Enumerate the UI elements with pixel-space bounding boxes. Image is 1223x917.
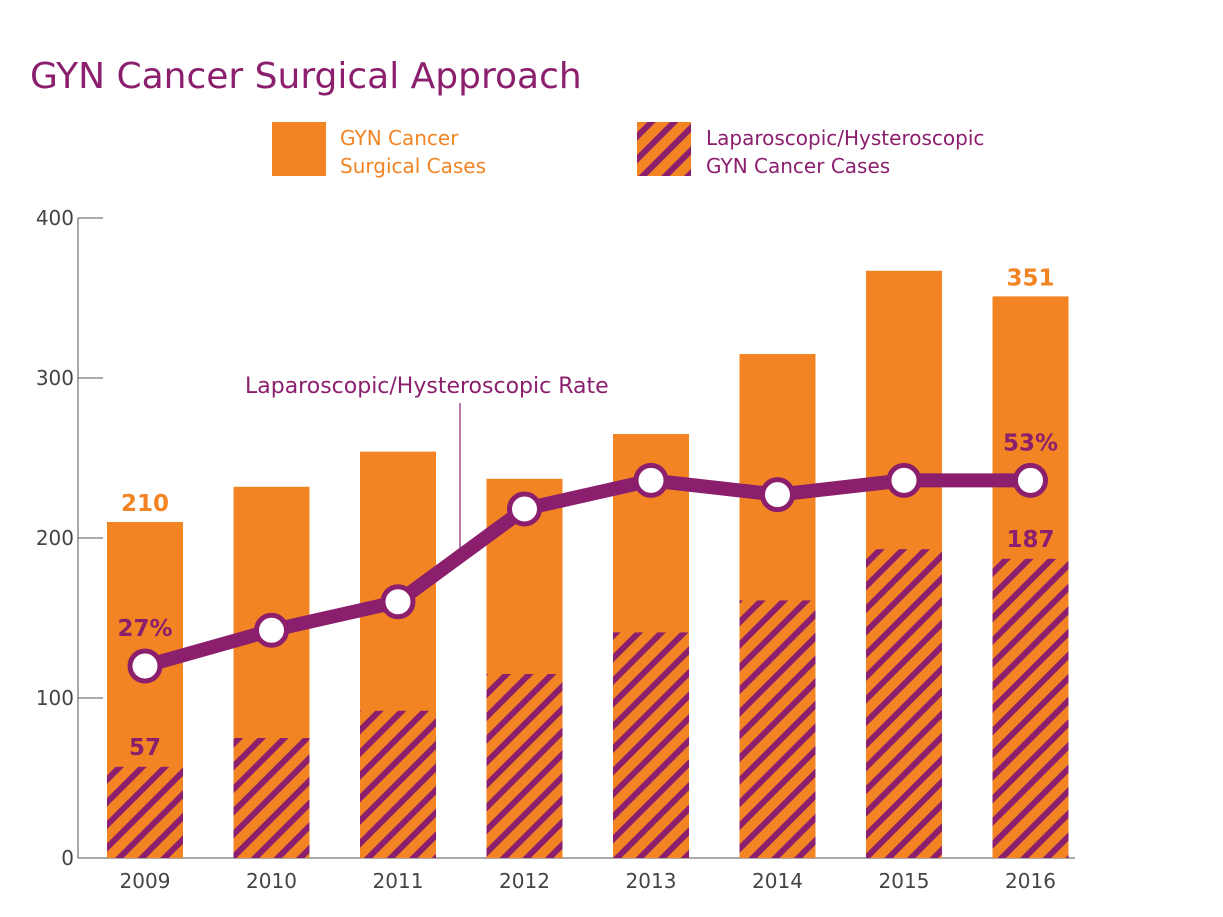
rate-point: [127, 648, 163, 684]
bar-lap: [739, 600, 816, 858]
y-tick-label: 400: [36, 206, 74, 230]
rate-point: [507, 491, 542, 527]
bar-lap: [107, 766, 183, 858]
legend-swatch-lap: [637, 122, 691, 176]
bar-lap: [613, 632, 689, 858]
legend-total-line2: Surgical Cases: [340, 154, 486, 178]
rate-point: [886, 462, 922, 498]
y-tick-label: 200: [36, 526, 74, 550]
y-tick-label: 300: [36, 366, 74, 390]
data-label-lap-last: 187: [1006, 527, 1054, 553]
rate-line: [138, 473, 1038, 673]
y-tick-label: 0: [61, 846, 74, 870]
legend: GYN Cancer Surgical Cases Laparoscopic/H…: [272, 122, 984, 178]
rate-point: [380, 584, 416, 620]
legend-lap-line2: GYN Cancer Cases: [706, 154, 890, 178]
x-tick-label: 2011: [373, 869, 424, 893]
bar-lap: [486, 674, 563, 858]
y-tick-label: 100: [36, 686, 74, 710]
data-label-rate-first: 27%: [117, 616, 172, 642]
rate-point: [633, 462, 669, 498]
x-tick-label: 2012: [499, 869, 550, 893]
data-label-lap-first: 57: [129, 735, 161, 761]
bar-lap: [360, 710, 436, 858]
x-tick-label: 2015: [879, 869, 930, 893]
legend-total-line1: GYN Cancer: [340, 126, 459, 150]
x-tick-label: 2014: [752, 869, 803, 893]
x-tick-label: 2016: [1005, 869, 1056, 893]
x-tick-label: 2013: [626, 869, 677, 893]
bar-lap: [866, 549, 942, 858]
bar-lap: [992, 558, 1069, 858]
chart-title: GYN Cancer Surgical Approach: [30, 56, 582, 97]
rate-point: [760, 477, 795, 513]
x-tick-label: 2010: [246, 869, 297, 893]
bar-lap: [233, 738, 310, 858]
legend-lap-line1: Laparoscopic/Hysteroscopic: [706, 126, 984, 150]
data-label-total-first: 210: [121, 491, 169, 517]
rate-point: [1013, 462, 1048, 498]
data-label-rate-last: 53%: [1003, 430, 1058, 456]
rate-annotation: Laparoscopic/Hysteroscopic Rate: [245, 374, 609, 399]
data-label-total-last: 351: [1006, 265, 1054, 291]
rate-point: [254, 612, 289, 648]
x-tick-label: 2009: [120, 869, 171, 893]
legend-swatch-total: [272, 122, 326, 176]
